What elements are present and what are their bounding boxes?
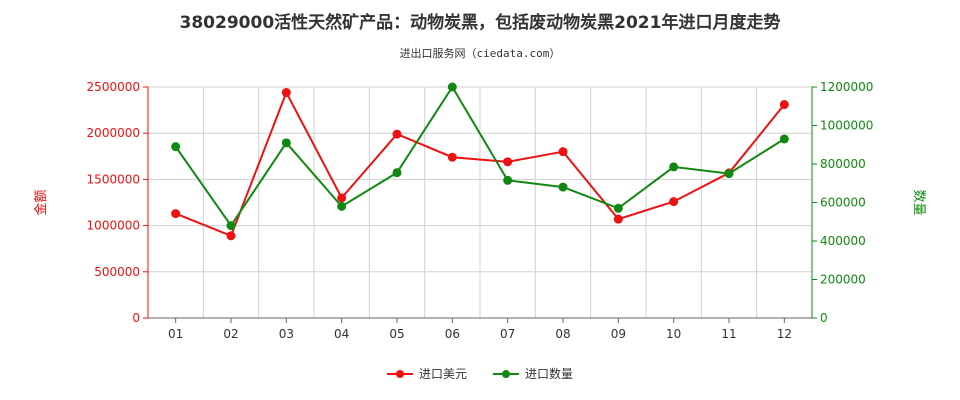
y-right-tick-label: 800000 [820, 157, 866, 171]
y-left-tick-label: 1500000 [87, 172, 140, 186]
legend-swatch-quantity [493, 368, 519, 380]
x-tick-label: 03 [279, 327, 294, 341]
y-left-tick-label: 2000000 [87, 126, 140, 140]
legend: 进口美元 进口数量 [0, 365, 960, 382]
legend-swatch-amount [386, 368, 413, 380]
y-left-tick-label: 0 [132, 311, 140, 325]
data-point-amount [392, 129, 402, 139]
data-point-quantity [337, 201, 347, 211]
x-tick-label: 10 [666, 327, 681, 341]
data-point-amount [337, 193, 347, 203]
data-point-quantity [613, 203, 623, 213]
y-right-tick-label: 1000000 [820, 119, 873, 133]
data-point-amount [669, 197, 679, 207]
x-tick-label: 06 [445, 327, 460, 341]
data-point-quantity [281, 138, 291, 148]
y-right-tick-label: 0 [820, 311, 828, 325]
legend-item-amount[interactable]: 进口美元 [386, 365, 467, 382]
data-point-quantity [669, 162, 679, 172]
y-left-tick-label: 500000 [94, 265, 140, 279]
series-line-amount [175, 90, 786, 238]
data-point-quantity [779, 134, 789, 144]
y-right-tick-label: 1200000 [820, 80, 873, 94]
x-tick-label: 11 [721, 327, 736, 341]
data-point-amount [558, 147, 568, 157]
data-point-amount [503, 157, 513, 167]
y-right-tick-label: 200000 [820, 273, 866, 287]
data-point-amount [779, 100, 789, 110]
data-point-quantity [724, 169, 734, 179]
chart-title: 38029000活性天然矿产品：动物炭黑，包括废动物炭黑2021年进口月度走势 [179, 13, 781, 33]
x-tick-label: 12 [777, 327, 792, 341]
data-point-quantity [558, 182, 568, 192]
data-point-quantity [392, 168, 402, 178]
series-line-quantity [174, 85, 785, 228]
data-point-quantity [503, 175, 513, 185]
y-right-axis-title: 数量 [911, 189, 926, 215]
x-tick-label: 08 [555, 327, 570, 341]
y-right-tick-label: 400000 [820, 234, 866, 248]
legend-label-quantity: 进口数量 [525, 367, 574, 381]
y-left-tick-label: 2500000 [87, 80, 140, 94]
data-point-amount [613, 214, 623, 224]
data-point-amount [226, 231, 236, 241]
legend-item-quantity[interactable]: 进口数量 [493, 365, 573, 382]
y-left-axis-title: 金额 [33, 189, 49, 215]
data-point-amount [171, 209, 181, 219]
chart-subtitle: 进出口服务网（ciedata.com） [399, 47, 561, 60]
x-tick-label: 04 [334, 327, 349, 341]
data-point-quantity [447, 82, 457, 92]
x-tick-label: 05 [389, 327, 404, 341]
y-left-tick-label: 1000000 [87, 219, 140, 233]
data-point-quantity [171, 142, 181, 152]
x-tick-label: 09 [611, 327, 626, 341]
x-tick-label: 01 [168, 327, 183, 341]
x-tick-label: 02 [223, 327, 238, 341]
data-point-amount [447, 152, 457, 162]
y-right-tick-label: 600000 [820, 196, 866, 210]
legend-label-amount: 进口美元 [418, 367, 467, 381]
x-tick-label: 07 [500, 327, 515, 341]
data-point-amount [281, 88, 291, 98]
data-point-quantity [226, 221, 236, 231]
